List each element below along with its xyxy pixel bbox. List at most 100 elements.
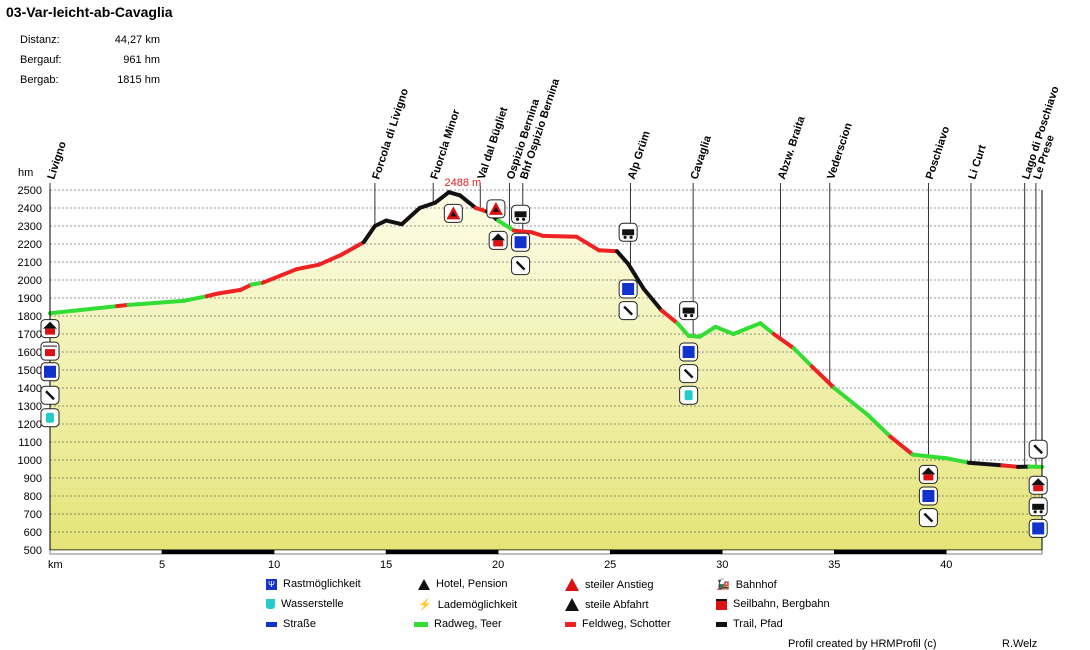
y-tick-label: 1400 (18, 383, 42, 395)
profile-segment (417, 200, 438, 210)
train-icon (679, 301, 699, 321)
legend-steep-down: steile Abfahrt (565, 598, 649, 611)
x-tick-label: 35 (828, 559, 840, 571)
profile-segment (713, 324, 736, 336)
x-tick-label: 15 (380, 559, 392, 571)
x-axis-band (609, 549, 723, 555)
rest-glyph (922, 490, 935, 502)
steep-down-icon (565, 598, 579, 611)
profile-segment (832, 386, 870, 417)
charge-glyph (683, 368, 694, 379)
train-wheel (521, 217, 526, 221)
y-tick-label: 700 (24, 509, 42, 521)
hotel-body (1033, 485, 1044, 492)
steep-up-inner (492, 206, 499, 212)
legend-label: Lademöglichkeit (437, 598, 518, 611)
y-tick-label: 1200 (18, 419, 42, 431)
train-wheel (623, 235, 627, 239)
train-icon: 🚂 (716, 579, 730, 591)
hotel-body (923, 474, 934, 481)
train-icon (618, 222, 638, 242)
surface-black-swatch (716, 621, 727, 627)
x-axis-band (161, 549, 275, 555)
legend-label: Straße (283, 618, 317, 630)
profile-segment (260, 276, 277, 285)
profile-segment (272, 267, 299, 281)
waypoint-label: Alp Grüm (626, 129, 653, 181)
cable-car-icon (716, 598, 727, 610)
profile-segment (771, 332, 796, 351)
waypoint-label: Abzw. Braita (776, 114, 808, 181)
profile-segment (574, 234, 601, 253)
x-axis-band (385, 549, 499, 555)
legend-label: steile Abfahrt (585, 598, 649, 611)
cable-cabin (45, 349, 55, 357)
hotel-roof (1031, 478, 1046, 486)
y-tick-label: 2400 (18, 203, 42, 215)
charge-icon (40, 385, 60, 405)
y-tick-label: 1800 (18, 311, 42, 323)
stat-value: 1815 hm (117, 74, 160, 86)
surface-green-swatch (414, 621, 428, 627)
steep-up-icon (565, 578, 579, 591)
rest-glyph (1032, 522, 1045, 535)
charge-glyph (623, 305, 634, 316)
profile-segment (182, 294, 209, 303)
x-tick-label: 5 (159, 559, 165, 571)
profile-segment (614, 249, 631, 266)
waypoint-label: Val dal Bügliet (476, 105, 511, 181)
steep-up-inner (450, 211, 457, 217)
train-body (514, 211, 527, 218)
profile-segment (372, 218, 389, 228)
profile-segment (910, 452, 949, 461)
train-icon (511, 204, 531, 224)
profile-segment (675, 321, 691, 338)
x-axis-band (946, 549, 1043, 555)
profile-segment (316, 252, 344, 267)
legend-water: Wasserstelle (266, 598, 344, 610)
charge-icon (511, 256, 531, 276)
stat-descent: Bergab: 1815 hm (20, 70, 160, 90)
footer-credit: Profil created by HRMProfil (c) (788, 638, 937, 650)
charge-icon (1028, 439, 1048, 459)
y-tick-label: 2500 (18, 185, 42, 197)
legend-surface-green: Radweg, Teer (414, 618, 502, 630)
profile-segment (540, 233, 579, 239)
profile-segment (791, 346, 814, 369)
y-tick-label: 2300 (18, 221, 42, 233)
y-tick-label: 1300 (18, 401, 42, 413)
chart-title: 03-Var-leicht-ab-Cavaglia (6, 4, 173, 20)
y-tick-label: 900 (24, 473, 42, 485)
hotel-icon (918, 464, 938, 484)
y-tick-label: 2000 (18, 275, 42, 287)
footer-author: R.Welz (1002, 638, 1038, 650)
rest-icon (40, 362, 60, 382)
profile-segment (966, 460, 1005, 468)
stat-distance: Distanz: 44,27 km (20, 30, 160, 50)
y-tick-label: 2200 (18, 239, 42, 251)
charge-glyph (515, 260, 526, 271)
train-wheel (629, 235, 633, 239)
rest-icon (679, 342, 699, 362)
train-wheel (1033, 510, 1037, 514)
stat-value: 44,27 km (114, 34, 160, 46)
profile-segment (458, 193, 478, 210)
profile-segment (626, 261, 646, 291)
profile-segment (216, 287, 243, 296)
legend-rest: Ψ Rastmöglichkeit (266, 578, 361, 590)
hotel-icon (1028, 475, 1048, 495)
legend-label: Rastmöglichkeit (283, 578, 361, 590)
y-tick-label: 1100 (18, 437, 42, 449)
legend-label: Seilbahn, Bergbahn (733, 598, 830, 610)
profile-segment (641, 287, 664, 313)
y-tick-label: 2100 (18, 257, 42, 269)
stat-ascent: Bergauf: 961 hm (20, 50, 160, 70)
profile-segment (339, 240, 366, 257)
waypoint-label: Forcola di Livigno (370, 87, 411, 181)
cable-icon (40, 341, 60, 361)
waypoint-label: Vederscion (825, 121, 855, 181)
legend-steep-up: steiler Anstieg (565, 578, 653, 591)
water-icon (679, 385, 699, 405)
y-tick-label: 500 (24, 545, 42, 557)
water-glyph (46, 412, 54, 423)
